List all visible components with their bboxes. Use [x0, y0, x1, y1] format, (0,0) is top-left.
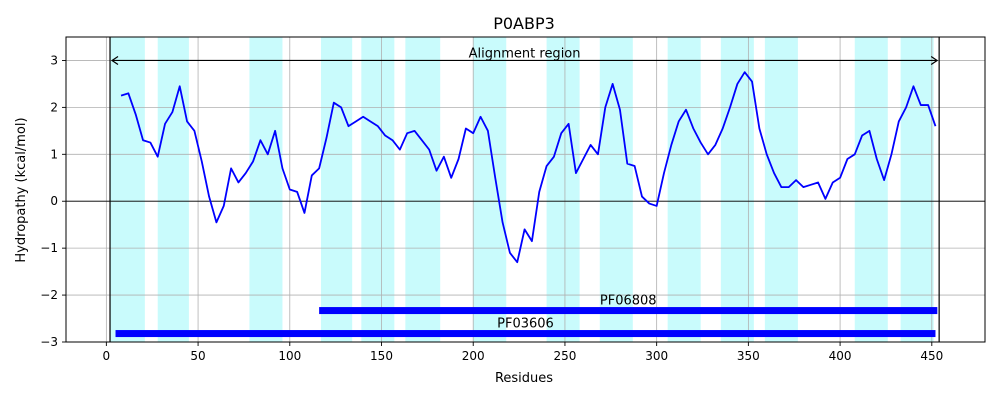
y-tick-label: −2	[40, 288, 58, 302]
x-tick-label: 450	[920, 349, 943, 363]
transmembrane-band	[546, 37, 580, 342]
domain-label: PF03606	[497, 317, 554, 332]
transmembrane-band	[900, 37, 934, 342]
y-tick-label: 1	[50, 147, 58, 161]
y-tick-label: 2	[50, 100, 58, 114]
domain-bars: PF06808 PF03606	[115, 294, 938, 338]
grid-lines	[66, 37, 985, 343]
transmembrane-band	[361, 37, 395, 342]
alignment-region-arrowhead-right	[930, 55, 939, 65]
chart-title: P0ABP3	[493, 14, 555, 33]
x-tick-label: 400	[829, 349, 852, 363]
transmembrane-band	[854, 37, 888, 342]
transmembrane-band	[110, 37, 145, 342]
transmembrane-band	[320, 37, 353, 342]
y-tick-label: −1	[40, 241, 58, 255]
x-tick-label: 300	[645, 349, 668, 363]
x-tick-label: 350	[737, 349, 760, 363]
x-tick-label: 0	[103, 349, 111, 363]
transmembrane-band	[764, 37, 798, 342]
domain-label: PF06808	[600, 294, 657, 309]
x-axis-ticks: 0 50 100 150 200 250 300 350 400 450	[103, 342, 943, 363]
transmembrane-band	[405, 37, 441, 342]
transmembrane-band	[249, 37, 283, 342]
x-tick-label: 200	[462, 349, 485, 363]
domain-bar	[319, 307, 938, 315]
y-tick-label: 3	[50, 53, 58, 67]
y-axis-ticks: −3 −2 −1 0 1 2 3	[40, 53, 66, 349]
x-axis-label: Residues	[495, 371, 553, 386]
transmembrane-band	[157, 37, 189, 342]
hydropathy-line	[120, 71, 937, 264]
x-tick-label: 100	[278, 349, 301, 363]
alignment-region-arrowhead-left	[110, 55, 119, 65]
transmembrane-band	[599, 37, 633, 342]
x-tick-label: 150	[370, 349, 393, 363]
alignment-region: Alignment region	[109, 37, 940, 342]
transmembrane-band	[667, 37, 701, 342]
y-tick-label: 0	[50, 194, 58, 208]
x-tick-label: 50	[190, 349, 205, 363]
transmembrane-bands	[110, 37, 934, 342]
alignment-region-label: Alignment region	[469, 46, 581, 61]
x-tick-label: 250	[553, 349, 576, 363]
transmembrane-band	[473, 37, 507, 342]
y-tick-label: −3	[40, 335, 58, 349]
domain-bar	[115, 330, 936, 338]
plot-frame	[65, 36, 986, 343]
y-axis-label: Hydropathy (kcal/mol)	[14, 117, 29, 262]
